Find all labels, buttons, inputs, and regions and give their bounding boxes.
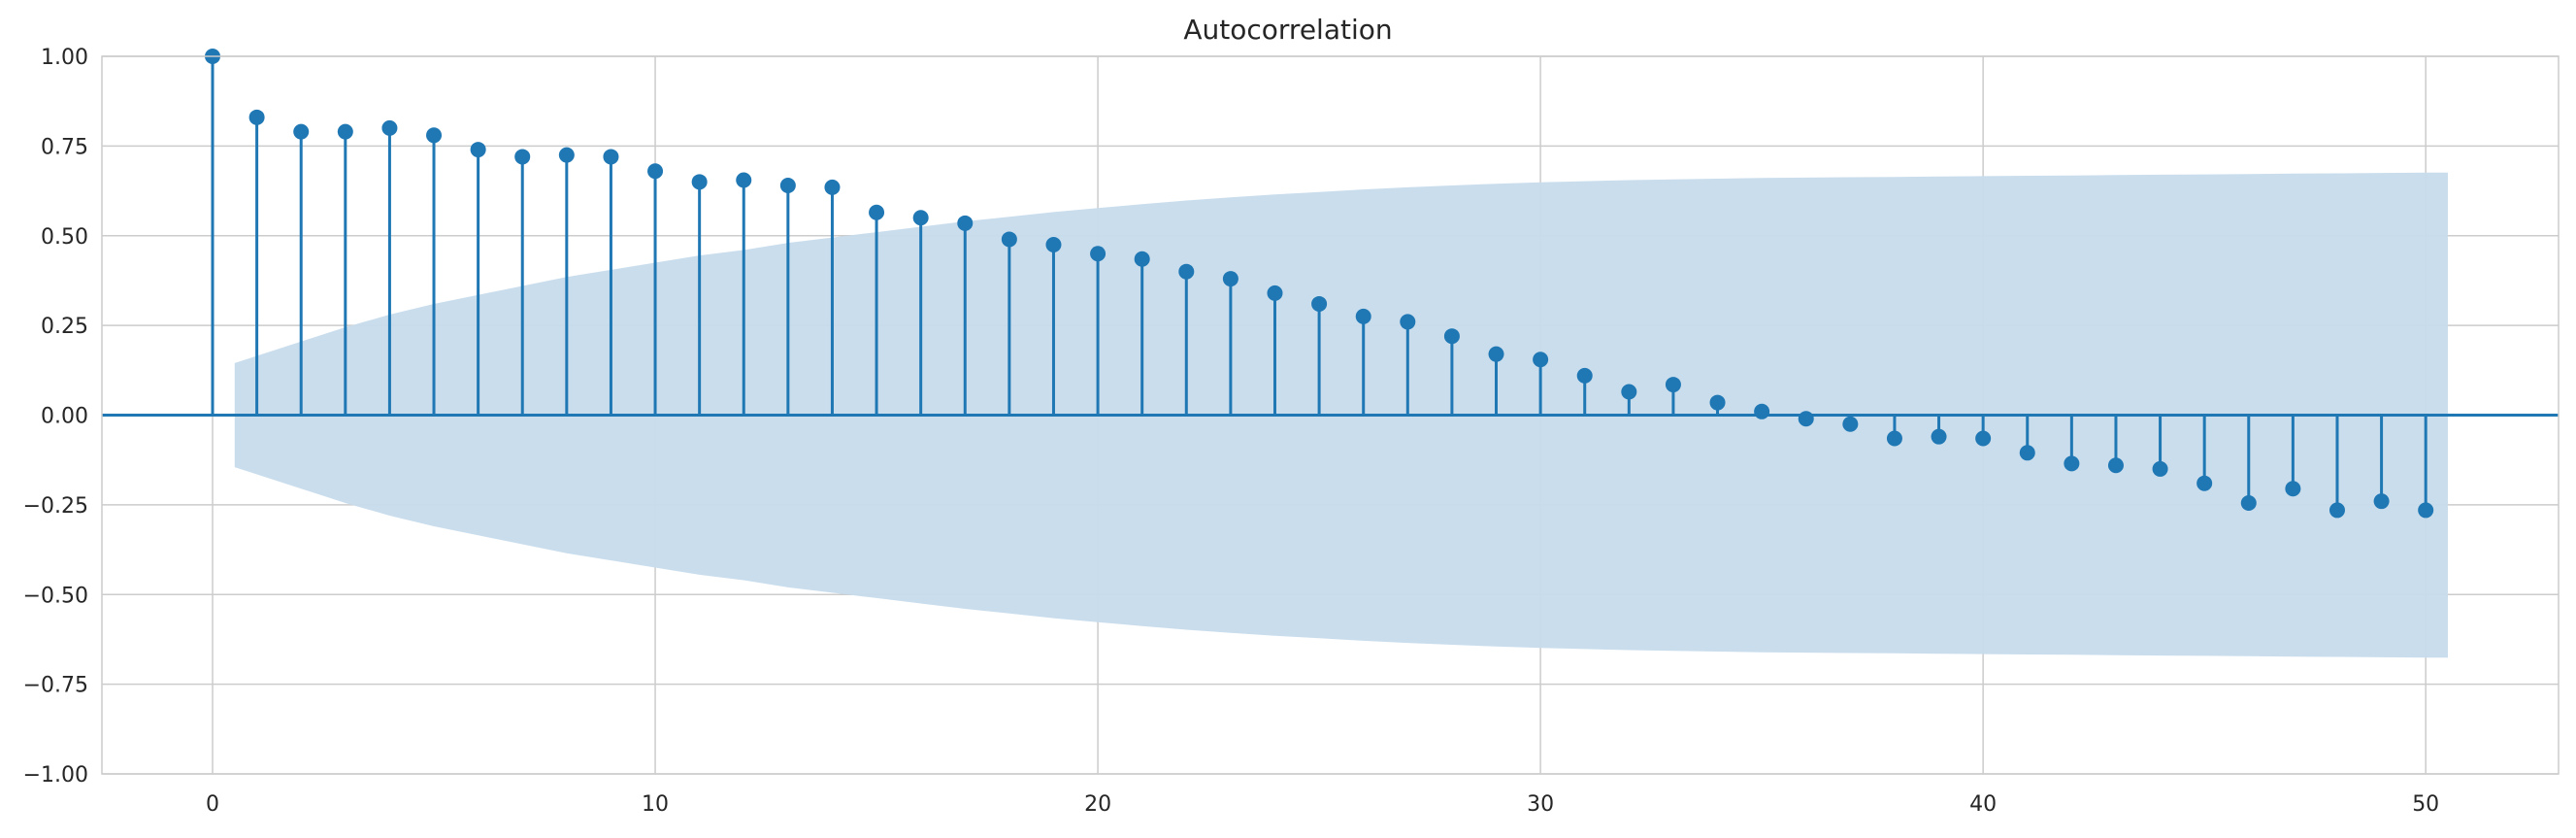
stem-marker <box>248 109 265 125</box>
stem-marker <box>869 204 885 220</box>
y-tick-label: 0.75 <box>41 135 88 159</box>
stem-marker <box>1975 430 1992 447</box>
stem-marker <box>2418 502 2434 519</box>
y-tick-label: −0.25 <box>23 494 88 519</box>
stem-marker <box>1001 231 1017 248</box>
y-tick-label: 0.25 <box>41 315 88 339</box>
x-tick-label: 20 <box>1084 792 1111 817</box>
y-tick-label: −0.75 <box>23 674 88 698</box>
stem-marker <box>1178 263 1195 280</box>
stem-layer <box>205 49 2434 519</box>
stem-marker <box>1488 346 1504 362</box>
stem-marker <box>2107 457 2124 474</box>
plot-frame-layer <box>101 55 2559 775</box>
stem-marker <box>1798 411 1814 427</box>
stem-marker <box>1222 271 1238 287</box>
stem-marker <box>2328 502 2345 519</box>
stem-marker <box>647 163 664 180</box>
x-tick-label: 10 <box>642 792 669 817</box>
stem-marker <box>1621 384 1637 400</box>
y-tick-label: −0.50 <box>23 584 88 608</box>
stem-marker <box>2285 481 2301 497</box>
y-tick-label: 0.00 <box>41 405 88 429</box>
stem-marker <box>1931 428 1947 445</box>
stem-marker <box>603 149 619 165</box>
stem-marker <box>1311 295 1328 312</box>
x-tick-label: 40 <box>1969 792 1997 817</box>
stem-marker <box>1576 367 1593 384</box>
stem-marker <box>2240 495 2257 512</box>
stem-marker <box>824 179 841 195</box>
stem-marker <box>337 123 353 140</box>
stem-marker <box>1709 394 1726 411</box>
stem-marker <box>426 127 443 144</box>
stem-marker <box>1400 314 1416 330</box>
stem-marker <box>2373 493 2390 510</box>
stem-marker <box>470 142 486 158</box>
stem-marker <box>293 123 310 140</box>
stem-marker <box>1842 416 1859 432</box>
y-tick-label: 0.50 <box>41 225 88 250</box>
stem-marker <box>2064 455 2080 472</box>
stem-marker <box>1267 285 1283 301</box>
stem-marker <box>1090 246 1106 262</box>
stem-marker <box>1665 377 1681 393</box>
stem-marker <box>2196 475 2213 491</box>
y-tick-label: 1.00 <box>41 46 88 70</box>
y-tick-label: −1.00 <box>23 763 88 788</box>
stem-marker <box>1533 352 1549 368</box>
stem-marker <box>912 210 929 226</box>
chart-title: Autocorrelation <box>1183 14 1392 46</box>
stem-marker <box>1045 236 1062 252</box>
stem-marker <box>2019 445 2035 461</box>
x-tick-label: 0 <box>206 792 219 817</box>
plot-frame <box>101 55 2559 775</box>
stem-marker <box>1886 430 1902 447</box>
x-tick-label: 50 <box>2412 792 2439 817</box>
stem-marker <box>691 174 708 190</box>
tick-label-layer: 0 10 20 30 40 50 −1.00 −0.75 −0.50 −0.25 0.00 0.25 0… <box>23 46 2440 817</box>
stem-marker <box>1134 251 1150 267</box>
stem-marker <box>1754 403 1770 419</box>
stem-marker <box>779 178 796 194</box>
stem-marker <box>514 149 531 165</box>
x-tick-label: 30 <box>1527 792 1554 817</box>
stem-marker <box>957 215 974 231</box>
stem-marker <box>1443 328 1460 345</box>
stem-marker <box>736 172 752 188</box>
stem-marker <box>2152 460 2168 477</box>
stem-marker <box>381 119 398 136</box>
stem-marker <box>1355 308 1371 324</box>
stem-marker <box>558 147 575 163</box>
